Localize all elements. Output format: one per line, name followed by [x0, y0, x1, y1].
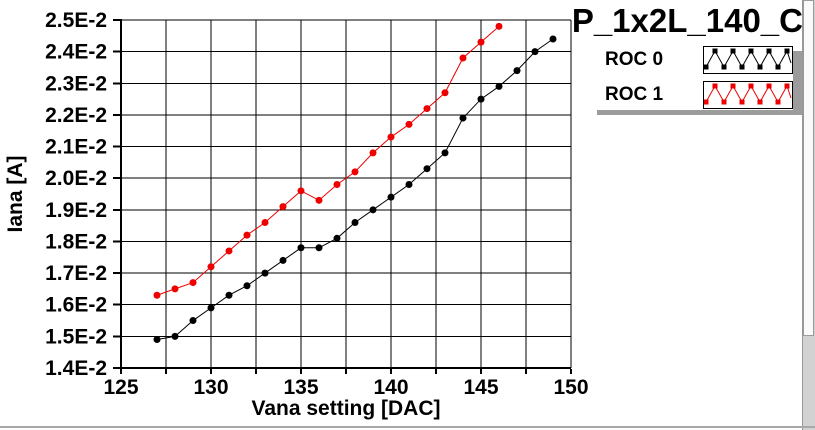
data-point-roc0 [189, 317, 197, 325]
data-point-roc0 [351, 218, 359, 226]
data-point-roc1 [243, 231, 251, 239]
data-point-roc0 [405, 181, 413, 189]
x-tick-label: 125 [103, 376, 138, 399]
x-axis-title: Vana setting [DAC] [251, 397, 441, 420]
data-point-roc0 [333, 234, 341, 242]
data-point-roc0 [549, 35, 557, 43]
data-point-roc1 [171, 285, 179, 293]
legend-sample-icon [704, 48, 792, 70]
x-tick-label: 135 [283, 376, 318, 399]
y-tick-label: 2.3E-2 [45, 72, 107, 95]
data-point-roc0 [171, 332, 179, 340]
x-tick-label: 140 [373, 376, 408, 399]
data-point-roc1 [261, 218, 269, 226]
series-line-roc0 [156, 38, 554, 341]
data-point-roc1 [225, 247, 233, 255]
y-tick-label: 2.2E-2 [45, 104, 107, 127]
data-point-roc0 [369, 206, 377, 214]
data-point-roc0 [207, 304, 215, 312]
data-point-roc0 [495, 82, 503, 90]
x-tick-label: 150 [553, 376, 588, 399]
y-tick-label: 2.5E-2 [45, 9, 107, 32]
y-tick-label: 1.8E-2 [45, 230, 107, 253]
data-point-roc1 [315, 196, 323, 204]
y-tick-label: 2.1E-2 [45, 136, 107, 159]
data-point-roc1 [405, 120, 413, 128]
legend-shadow [793, 51, 803, 115]
data-point-roc0 [297, 244, 305, 252]
data-point-roc1 [459, 54, 467, 62]
legend-row-roc0: ROC 0 [597, 46, 793, 74]
legend-label-roc0: ROC 0 [605, 49, 664, 70]
data-point-roc1 [477, 38, 485, 46]
data-point-roc1 [333, 181, 341, 189]
data-point-roc1 [279, 203, 287, 211]
legend-label-roc1: ROC 1 [605, 84, 664, 105]
scrollbar-thumb[interactable] [803, 0, 814, 336]
data-point-roc0 [441, 149, 449, 157]
data-point-roc0 [477, 95, 485, 103]
y-tick-label: 1.4E-2 [45, 357, 107, 380]
x-tick-label: 130 [193, 376, 228, 399]
data-point-roc1 [189, 279, 197, 287]
y-tick-label: 1.9E-2 [45, 199, 107, 222]
data-point-roc0 [261, 269, 269, 277]
series-line-roc1 [156, 25, 500, 296]
graph-title: P_1x2L_140_C [571, 2, 803, 39]
data-point-roc0 [513, 67, 521, 75]
data-point-roc0 [423, 165, 431, 173]
data-point-roc1 [153, 291, 161, 299]
plot-legend: ROC 0 ROC 1 [597, 45, 793, 110]
data-point-roc1 [387, 133, 395, 141]
data-point-roc0 [225, 291, 233, 299]
data-point-roc0 [279, 256, 287, 264]
data-point-roc0 [243, 282, 251, 290]
y-tick-label: 1.7E-2 [45, 262, 107, 285]
data-point-roc1 [441, 89, 449, 97]
data-point-roc1 [351, 168, 359, 176]
data-point-roc0 [315, 244, 323, 252]
y-tick-label: 1.6E-2 [45, 294, 107, 317]
y-tick-label: 2.0E-2 [45, 167, 107, 190]
data-point-roc1 [297, 187, 305, 195]
legend-row-roc1: ROC 1 [597, 81, 793, 109]
y-tick-label: 2.4E-2 [45, 41, 107, 64]
data-point-roc1 [207, 263, 215, 271]
data-point-roc1 [369, 149, 377, 157]
data-point-roc0 [153, 336, 161, 344]
data-point-roc0 [387, 193, 395, 201]
data-point-roc1 [423, 105, 431, 113]
legend-sample-icon [704, 83, 792, 105]
panel-bottom-edge [0, 426, 815, 428]
x-tick-label: 145 [463, 376, 498, 399]
legend-shadow [597, 110, 803, 115]
data-point-roc1 [495, 22, 503, 30]
plot-style-button-roc0[interactable] [703, 46, 793, 74]
plot-style-button-roc1[interactable] [703, 81, 793, 109]
data-point-roc0 [459, 114, 467, 122]
y-tick-label: 1.5E-2 [45, 325, 107, 348]
y-axis-title: Iana [A] [4, 155, 27, 233]
data-point-roc0 [531, 48, 539, 56]
